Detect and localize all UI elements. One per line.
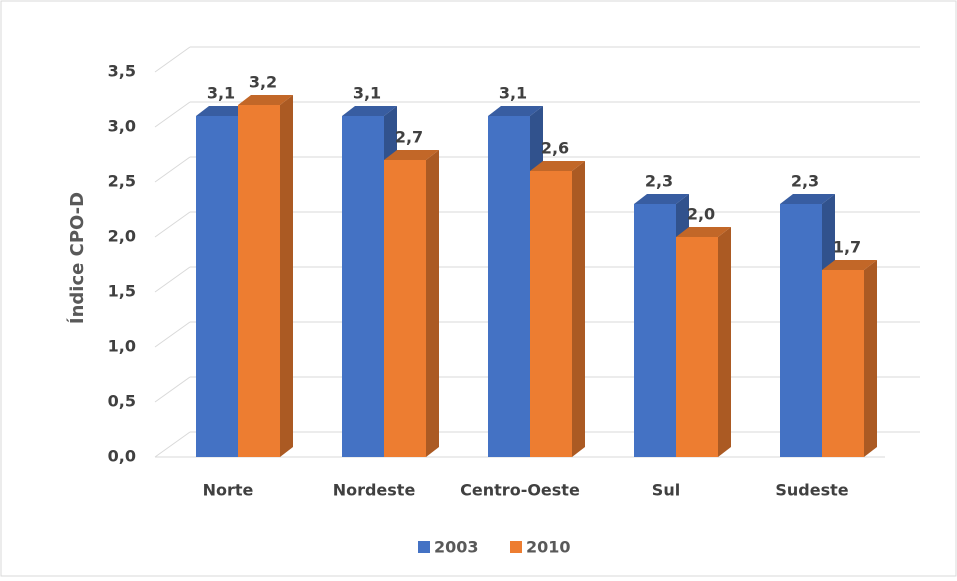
y-tick-label: 0,5 xyxy=(108,392,136,411)
bar-side xyxy=(864,260,877,457)
value-label: 3,1 xyxy=(499,84,527,103)
value-label: 2,3 xyxy=(645,172,673,191)
grid-diagonal xyxy=(154,321,191,348)
y-axis-label: Índice CPO-D xyxy=(66,192,88,324)
bar-front xyxy=(822,270,864,457)
bar-side xyxy=(426,150,439,457)
value-label: 2,0 xyxy=(687,205,715,224)
bar-top xyxy=(488,106,543,116)
bar-top xyxy=(780,194,835,204)
bar-top xyxy=(342,106,397,116)
bar xyxy=(676,227,731,457)
bar-top xyxy=(384,150,439,160)
bar-front xyxy=(530,171,572,457)
bar-front xyxy=(384,160,426,457)
y-tick-label: 2,5 xyxy=(108,172,136,191)
bar xyxy=(530,161,585,457)
y-tick-label: 3,5 xyxy=(108,62,136,81)
bar-top xyxy=(238,95,293,105)
bar-top xyxy=(634,194,689,204)
bar-side xyxy=(280,95,293,457)
x-tick-label: Sul xyxy=(652,481,680,500)
bar-front xyxy=(780,204,822,457)
x-tick-label: Sudeste xyxy=(775,481,848,500)
grid-diagonal xyxy=(154,211,191,238)
grid-diagonal xyxy=(154,431,191,458)
legend-swatch xyxy=(418,541,430,553)
bar-side xyxy=(718,227,731,457)
legend-swatch xyxy=(510,541,522,553)
bar-top xyxy=(676,227,731,237)
value-label: 3,1 xyxy=(207,84,235,103)
bar-top xyxy=(822,260,877,270)
x-tick-label: Centro-Oeste xyxy=(460,481,580,500)
value-label: 2,3 xyxy=(791,172,819,191)
grid-diagonal xyxy=(154,156,191,183)
grid-diagonal xyxy=(154,376,191,403)
bar xyxy=(384,150,439,457)
grid-diagonal xyxy=(154,101,191,128)
value-label: 2,7 xyxy=(395,128,423,147)
y-tick-label: 1,5 xyxy=(108,282,136,301)
bar-top xyxy=(530,161,585,171)
value-label: 3,1 xyxy=(353,84,381,103)
bar-side xyxy=(572,161,585,457)
bar-front xyxy=(196,116,238,457)
x-tick-label: Norte xyxy=(203,481,254,500)
bar xyxy=(822,260,877,457)
bar-front xyxy=(342,116,384,457)
bar-front xyxy=(676,237,718,457)
y-tick-label: 1,0 xyxy=(108,337,136,356)
bar-front xyxy=(238,105,280,457)
bar-front xyxy=(488,116,530,457)
y-tick-label: 3,0 xyxy=(108,117,136,136)
x-tick-label: Nordeste xyxy=(333,481,416,500)
bar-front xyxy=(634,204,676,457)
legend-label: 2003 xyxy=(434,538,479,557)
value-label: 2,6 xyxy=(541,139,569,158)
legend-label: 2010 xyxy=(526,538,571,557)
y-tick-label: 0,0 xyxy=(108,447,136,466)
value-label: 3,2 xyxy=(249,73,277,92)
bar-top xyxy=(196,106,251,116)
grid-diagonal xyxy=(154,46,191,73)
bar xyxy=(238,95,293,457)
y-tick-label: 2,0 xyxy=(108,227,136,246)
grid-diagonal xyxy=(154,266,191,293)
value-label: 1,7 xyxy=(833,238,861,257)
